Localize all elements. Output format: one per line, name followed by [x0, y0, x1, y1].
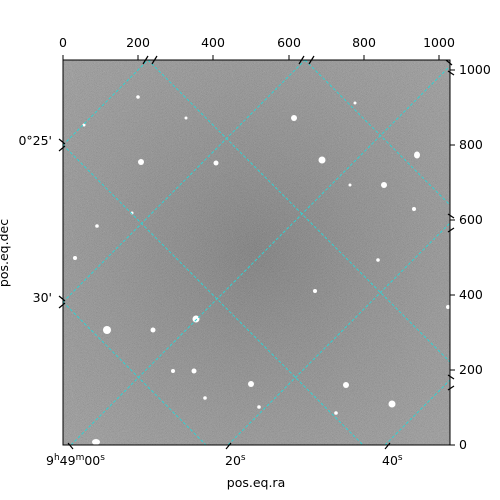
star: [82, 123, 86, 127]
grid-line: [63, 60, 149, 146]
right-tick-labels: 0 200 400 600 800 1000: [459, 62, 491, 452]
top-tick-label: 200: [126, 35, 150, 50]
dec-tick-label: 0°25': [18, 133, 52, 148]
ra-tick-labels: 9h49m00s 20s 40s: [46, 453, 403, 468]
star: [412, 207, 416, 211]
top-tick-label: 400: [201, 35, 225, 50]
star: [191, 368, 197, 374]
star: [95, 224, 99, 228]
pixel-ticks: [62, 55, 455, 446]
y-axis-title: pos.eq.dec: [0, 219, 11, 287]
grid-line: [70, 65, 450, 445]
coordinate-grid: [63, 60, 450, 445]
star: [184, 116, 188, 120]
grid-line: [304, 60, 450, 206]
star: [192, 315, 200, 323]
dec-tick-label: 30': [33, 290, 52, 305]
star: [414, 151, 420, 159]
star: [291, 115, 297, 121]
star: [343, 382, 349, 388]
right-tick-label: 800: [459, 137, 483, 152]
star: [318, 156, 326, 164]
world-ticks: [58, 55, 455, 450]
right-tick-label: 1000: [459, 62, 491, 77]
right-tick-label: 600: [459, 212, 483, 227]
star: [203, 396, 207, 400]
star: [150, 327, 156, 333]
right-tick-label: 400: [459, 287, 483, 302]
grid-line: [384, 379, 450, 445]
dec-tick-labels: 0°25' 30': [18, 133, 52, 305]
top-tick-label: 800: [352, 35, 376, 50]
grid-line: [63, 301, 207, 445]
star: [446, 305, 450, 309]
ra-tick-label: 40s: [382, 453, 403, 468]
star: [313, 289, 317, 293]
star: [103, 326, 111, 334]
grid-line: [147, 60, 450, 363]
right-tick-label: 200: [459, 362, 483, 377]
top-tick-label: 1000: [423, 35, 455, 50]
grid-line: [227, 222, 450, 445]
ra-tick-label: 9h49m00s: [46, 453, 105, 468]
star: [381, 182, 387, 188]
star: [348, 183, 352, 187]
star: [138, 159, 144, 165]
star: [257, 405, 261, 409]
star: [388, 400, 396, 408]
star: [353, 101, 357, 105]
star: [334, 411, 338, 415]
grid-line: [63, 60, 306, 303]
plot-frame: [62, 59, 451, 446]
star: [92, 439, 100, 445]
star: [213, 160, 219, 166]
star: [248, 381, 254, 387]
top-tick-label: 0: [59, 35, 67, 50]
top-tick-label: 600: [277, 35, 301, 50]
ra-tick-label: 20s: [225, 453, 246, 468]
x-axis-title: pos.eq.ra: [227, 475, 285, 490]
grid-line: [63, 144, 364, 445]
star: [376, 258, 380, 262]
sky-image: [63, 60, 450, 445]
top-tick-labels: 0 200 400 600 800 1000: [59, 35, 455, 50]
star: [73, 256, 77, 260]
star-field: [73, 95, 450, 445]
right-tick-label: 0: [459, 437, 467, 452]
star: [171, 369, 175, 373]
star: [136, 95, 140, 99]
